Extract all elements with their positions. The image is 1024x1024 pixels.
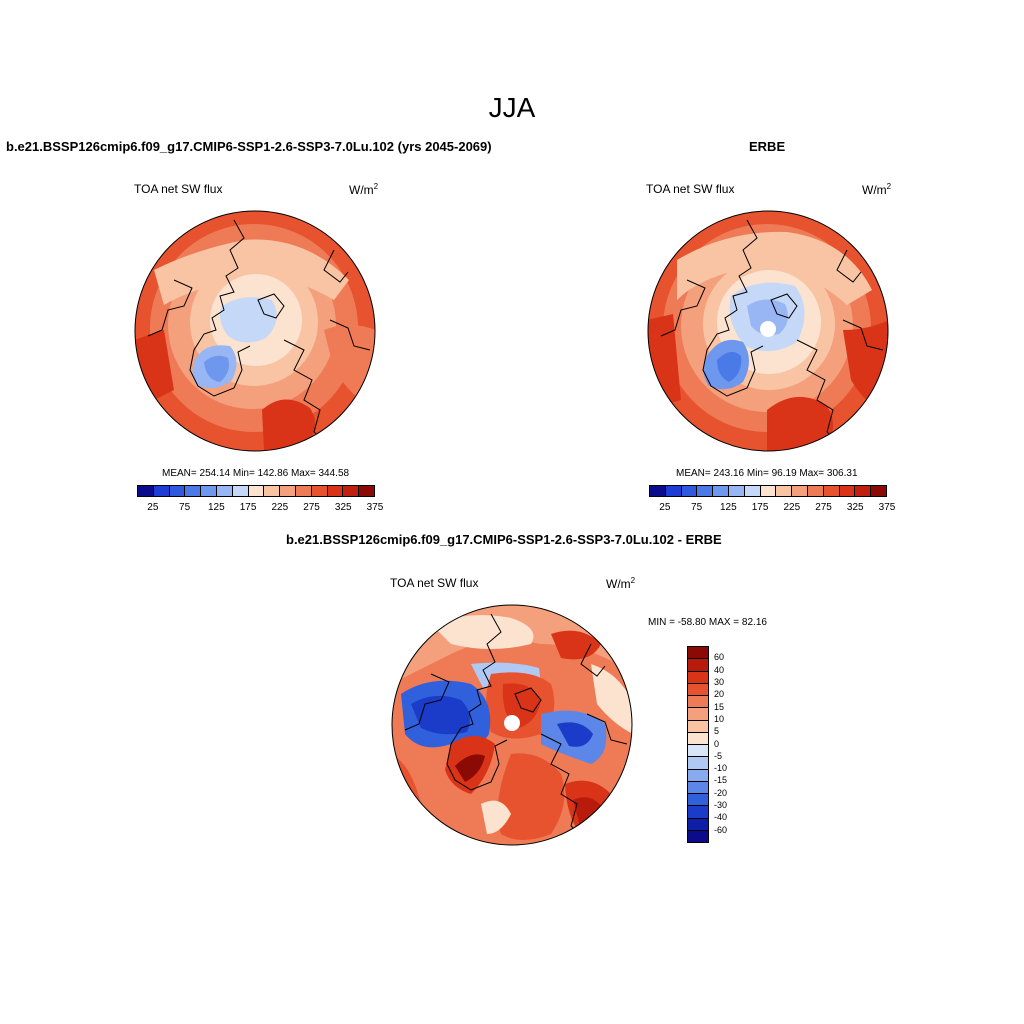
panel-1-colorbar-swatch	[152, 486, 169, 496]
panel-1-colorbar-tick-label: 125	[207, 502, 225, 513]
panel-2-colorbar-swatch	[696, 486, 713, 496]
panel-2-colorbar-tick-label: 275	[815, 502, 832, 513]
panel-2-colorbar-tick-label: 175	[751, 502, 769, 513]
panel-1-title: b.e21.BSSP126cmip6.f09_g17.CMIP6-SSP1-2.…	[6, 139, 492, 154]
panel-3-unit-label: W/m2	[606, 576, 636, 591]
panel-3-variable-label: TOA net SW flux	[390, 576, 479, 590]
panel-1-colorbar-swatch	[326, 486, 343, 496]
panel-2-colorbar-tick-label: 225	[783, 502, 801, 513]
panel-1-colorbar-tick-label: 225	[271, 502, 289, 513]
panel-3-colorbar-swatch	[688, 768, 708, 781]
panel-2-colorbar-tick-label: 325	[846, 502, 864, 513]
panel-3-colorbar-tick-label: 0	[714, 738, 720, 749]
panel-2-colorbar-swatch	[775, 486, 792, 496]
panel-2-colorbar-swatch	[650, 486, 665, 496]
panel-1-colorbar-tick-label: 325	[334, 502, 352, 513]
panel-1-colorbar-tick-label: 375	[366, 502, 384, 513]
panel-2-stats: MEAN= 243.16 Min= 96.19 Max= 306.31	[676, 468, 858, 479]
panel-3-colorbar-swatch	[688, 695, 708, 708]
panel-3-colorbar-tick-label: 20	[714, 689, 725, 700]
panel-1-colorbar-swatch	[358, 486, 374, 496]
panel-1-colorbar-swatch	[138, 486, 153, 496]
panel-3-colorbar-swatch	[688, 719, 708, 732]
panel-3-colorbar-swatch	[688, 817, 708, 830]
panel-3-title: b.e21.BSSP126cmip6.f09_g17.CMIP6-SSP1-2.…	[286, 532, 722, 547]
panel-3-colorbar-tick-label: 5	[714, 726, 720, 737]
panel-2-colorbar-tick-label: 375	[878, 502, 896, 513]
panel-1-unit-label: W/m2	[349, 182, 379, 197]
panel-3-colorbar-swatch	[688, 793, 708, 806]
panel-3-colorbar-tick-label: -10	[714, 763, 728, 774]
panel-1-colorbar-swatch	[342, 486, 359, 496]
panel-3-colorbar	[687, 646, 709, 843]
panel-3-colorbar-swatch	[688, 829, 708, 842]
panel-2-colorbar-tick-label: 125	[719, 502, 737, 513]
panel-2-colorbar	[649, 485, 887, 497]
panel-1-polar-map	[134, 210, 376, 452]
panel-3-colorbar-tick-label: -20	[714, 787, 728, 798]
panel-3-colorbar-swatch	[688, 707, 708, 720]
panel-2-colorbar-ticks: 25 75 125 175 225 275 325 375	[649, 502, 895, 516]
panel-1-colorbar-swatch	[168, 486, 185, 496]
panel-1-colorbar-swatch	[263, 486, 280, 496]
panel-3-colorbar-swatch	[688, 805, 708, 818]
panel-1-colorbar-swatch	[247, 486, 264, 496]
panel-3-colorbar-swatch	[688, 658, 708, 671]
panel-3-colorbar-tick-label: 30	[714, 676, 725, 687]
panel-3-colorbar-swatch	[688, 780, 708, 793]
panel-1-stats: MEAN= 254.14 Min= 142.86 Max= 344.58	[162, 468, 350, 479]
panel-3-colorbar-tick-label: -15	[714, 775, 728, 786]
panel-1-colorbar-swatch	[184, 486, 201, 496]
panel-2-colorbar-tick-label: 75	[691, 502, 703, 513]
panel-2-colorbar-swatch	[838, 486, 855, 496]
panel-2-colorbar-swatch	[759, 486, 776, 496]
panel-1-colorbar-swatch	[294, 486, 311, 496]
panel-1-colorbar-tick-label: 275	[303, 502, 320, 513]
panel-2-variable-label: TOA net SW flux	[646, 182, 735, 196]
panel-3-colorbar-ticks: 60 40 30 20 15 10 5 0 -5 -10 -15 -20 -30 -40 -60	[714, 646, 754, 843]
panel-3-colorbar-swatch	[688, 731, 708, 744]
panel-3-polar-map	[391, 604, 633, 846]
panel-3-colorbar-swatch	[688, 647, 708, 659]
panel-1-colorbar-swatch	[231, 486, 248, 496]
panel-1-colorbar-tick-label: 75	[179, 502, 191, 513]
panel-1-colorbar-swatch	[279, 486, 295, 496]
panel-2-colorbar-swatch	[664, 486, 681, 496]
panel-2-colorbar-swatch	[791, 486, 807, 496]
panel-3-colorbar-tick-label: -30	[714, 800, 728, 811]
panel-2-colorbar-swatch	[806, 486, 823, 496]
panel-1-colorbar	[137, 485, 375, 497]
panel-3-stats: MIN = -58.80 MAX = 82.16	[648, 617, 767, 628]
panel-3-colorbar-swatch	[688, 756, 708, 769]
panel-3-colorbar-tick-label: 60	[714, 652, 725, 663]
panel-3-colorbar-tick-label: 15	[714, 701, 725, 712]
panel-2-colorbar-swatch	[712, 486, 728, 496]
panel-2-colorbar-swatch	[822, 486, 839, 496]
panel-3-colorbar-tick-label: 10	[714, 713, 725, 724]
panel-2-colorbar-swatch	[854, 486, 871, 496]
panel-3-colorbar-swatch	[688, 682, 708, 695]
panel-2-colorbar-swatch	[870, 486, 886, 496]
panel-2-unit-label: W/m2	[862, 182, 892, 197]
figure-title: JJA	[488, 92, 536, 123]
panel-1-colorbar-tick-label: 175	[239, 502, 257, 513]
panel-3-colorbar-tick-label: -40	[714, 812, 728, 823]
panel-3-colorbar-tick-label: 40	[714, 664, 725, 675]
panel-1-colorbar-swatch	[215, 486, 232, 496]
panel-1-variable-label: TOA net SW flux	[134, 182, 223, 196]
panel-3-colorbar-tick-label: -5	[714, 750, 723, 761]
panel-3-colorbar-tick-label: -60	[714, 824, 728, 835]
panel-2-colorbar-swatch	[727, 486, 744, 496]
panel-2-colorbar-swatch	[680, 486, 697, 496]
panel-2-title: ERBE	[749, 139, 786, 154]
panel-1-colorbar-swatch	[200, 486, 216, 496]
panel-3-colorbar-swatch	[688, 670, 708, 683]
panel-2-colorbar-tick-label: 25	[659, 502, 671, 513]
panel-3-colorbar-swatch	[688, 744, 708, 757]
panel-1-colorbar-ticks: 25 75 125 175 225 275 325 375	[137, 502, 383, 516]
panel-1-colorbar-tick-label: 25	[147, 502, 159, 513]
panel-2-polar-map	[647, 210, 889, 452]
panel-1-colorbar-swatch	[310, 486, 327, 496]
panel-2-colorbar-swatch	[743, 486, 760, 496]
